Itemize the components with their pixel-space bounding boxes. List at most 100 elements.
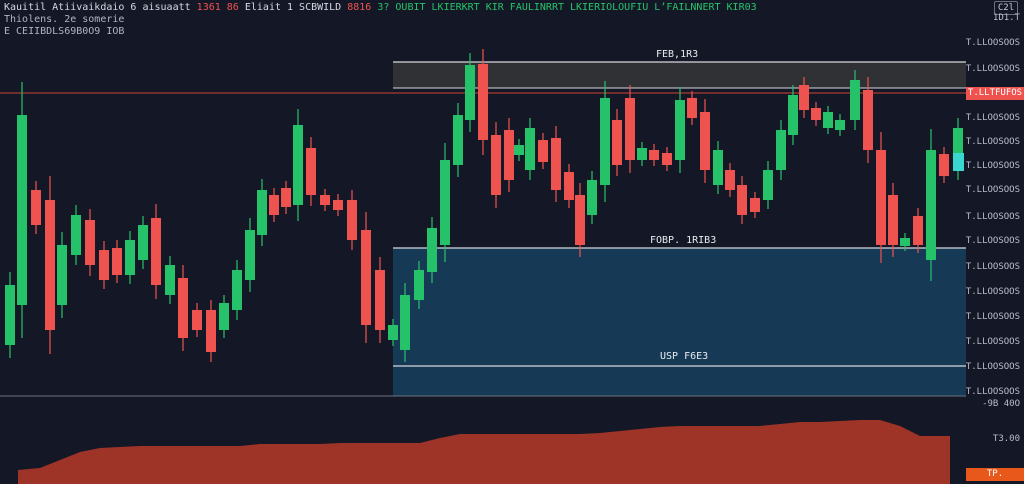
candle-body[interactable] (165, 265, 175, 295)
candle-body[interactable] (375, 270, 385, 330)
volume-value-tag: TP. (966, 468, 1024, 481)
candle-body[interactable] (17, 115, 27, 305)
candle-body[interactable] (551, 138, 561, 190)
candle-body[interactable] (939, 154, 949, 176)
candle-body[interactable] (57, 245, 67, 305)
candle-body[interactable] (926, 150, 936, 260)
candle-body[interactable] (151, 218, 161, 285)
candle-body[interactable] (478, 64, 488, 140)
candle-body[interactable] (637, 148, 647, 160)
candle-body[interactable] (465, 65, 475, 120)
candle-body[interactable] (491, 135, 501, 195)
candle-body[interactable] (953, 128, 963, 170)
candle-body[interactable] (863, 90, 873, 150)
candle-body[interactable] (206, 310, 216, 352)
candle-body[interactable] (45, 200, 55, 330)
price-tick-label: T.LLOOSOOS (965, 185, 1020, 195)
candle-body[interactable] (514, 145, 524, 155)
resistance-zone-label: FEB,1R3 (656, 49, 699, 60)
symbol-name[interactable]: Kauitil Atiivaikdaio 6 aisuaatt (4, 2, 191, 13)
candle-body[interactable] (525, 128, 535, 170)
candle-body[interactable] (776, 130, 786, 170)
candle-body[interactable] (347, 200, 357, 240)
candle-body[interactable] (112, 248, 122, 275)
candle-body[interactable] (876, 150, 886, 245)
candle-body[interactable] (504, 130, 514, 180)
candle-body[interactable] (192, 310, 202, 330)
candle-body[interactable] (538, 140, 548, 162)
candle-body[interactable] (85, 220, 95, 265)
candle-body[interactable] (306, 148, 316, 195)
candle-body[interactable] (625, 98, 635, 160)
candle-body[interactable] (713, 150, 723, 185)
candle-body[interactable] (687, 98, 697, 118)
candle-body[interactable] (788, 95, 798, 135)
candle-body[interactable] (823, 112, 833, 128)
candle-body[interactable] (138, 225, 148, 260)
candle-body[interactable] (125, 240, 135, 275)
price-tick-label: T.LLOOSOOS (965, 212, 1020, 222)
support-zone-label: FOBP. 1RIB3 (650, 235, 717, 246)
candle-body[interactable] (564, 172, 574, 200)
candle-body[interactable] (662, 153, 672, 165)
price-tick-label: T.LLOOSOOS (965, 161, 1020, 171)
price-value: 8816 (347, 2, 372, 13)
candle-body[interactable] (737, 185, 747, 215)
indicator-line-2[interactable]: E CEIIBDLS69B0O9 IOB (4, 26, 125, 37)
candle-body[interactable] (587, 180, 597, 215)
candle-body[interactable] (269, 195, 279, 215)
candle-body[interactable] (281, 188, 291, 207)
candle-body[interactable] (245, 230, 255, 280)
candle-body[interactable] (700, 112, 710, 170)
candle-body[interactable] (31, 190, 41, 225)
candle-body[interactable] (575, 195, 585, 245)
candle-body[interactable] (257, 190, 267, 235)
price-tick-label: T.LLOOSOOS (965, 387, 1020, 397)
candle-body[interactable] (888, 195, 898, 245)
candle-body[interactable] (600, 98, 610, 185)
candle-body[interactable] (649, 150, 659, 160)
price-axis[interactable]: C2l 1D1.T T.LLOOSOOS T.LLOOSOOS T.LLOOSOOS T… (966, 0, 1024, 484)
candle-body[interactable] (361, 230, 371, 325)
candle-body[interactable] (453, 115, 463, 165)
candle-body[interactable] (99, 250, 109, 280)
candle-body[interactable] (178, 278, 188, 338)
support-zone[interactable] (393, 248, 966, 396)
candle-body[interactable] (427, 228, 437, 272)
indicator-line-1[interactable]: Thiolens. 2e somerie (4, 14, 125, 25)
candle-body[interactable] (835, 120, 845, 130)
candle-body[interactable] (71, 215, 81, 255)
candle-body[interactable] (293, 125, 303, 205)
candle-body[interactable] (388, 325, 398, 340)
price-tick-label: T.LLOOSOOS (965, 337, 1020, 347)
candle-body[interactable] (725, 170, 735, 190)
candle-body[interactable] (850, 80, 860, 120)
last-candle-highlight[interactable] (953, 153, 964, 171)
candle-body[interactable] (750, 198, 760, 212)
volume-area (18, 420, 950, 484)
candle-body[interactable] (612, 120, 622, 165)
candle-body[interactable] (232, 270, 242, 310)
candle-body[interactable] (799, 85, 809, 110)
candle-body[interactable] (400, 295, 410, 350)
candle-body[interactable] (333, 200, 343, 210)
resistance-zone[interactable] (393, 62, 966, 88)
candle-body[interactable] (219, 303, 229, 330)
candle-body[interactable] (913, 216, 923, 245)
price-tick-label: T.LLOOSOOS (965, 236, 1020, 246)
candle-body[interactable] (811, 108, 821, 120)
candle-body[interactable] (900, 238, 910, 246)
ohlc-stats: 3? OUBIT LKIERKRT KIR FAULINRRT LKIERIOL… (377, 2, 757, 13)
axis-settings-button[interactable]: C2l (994, 1, 1018, 15)
price-tick-label: T.LLOOSOOS (965, 312, 1020, 322)
candle-body[interactable] (320, 195, 330, 205)
candle-body[interactable] (675, 100, 685, 160)
candle-body[interactable] (414, 270, 424, 300)
candle-body[interactable] (5, 285, 15, 345)
current-price-tag: T.LLTFUFOS (966, 87, 1024, 100)
price-tick-label: T.LLOOSOOS (965, 137, 1020, 147)
candle-body[interactable] (763, 170, 773, 200)
candle-body[interactable] (440, 160, 450, 245)
